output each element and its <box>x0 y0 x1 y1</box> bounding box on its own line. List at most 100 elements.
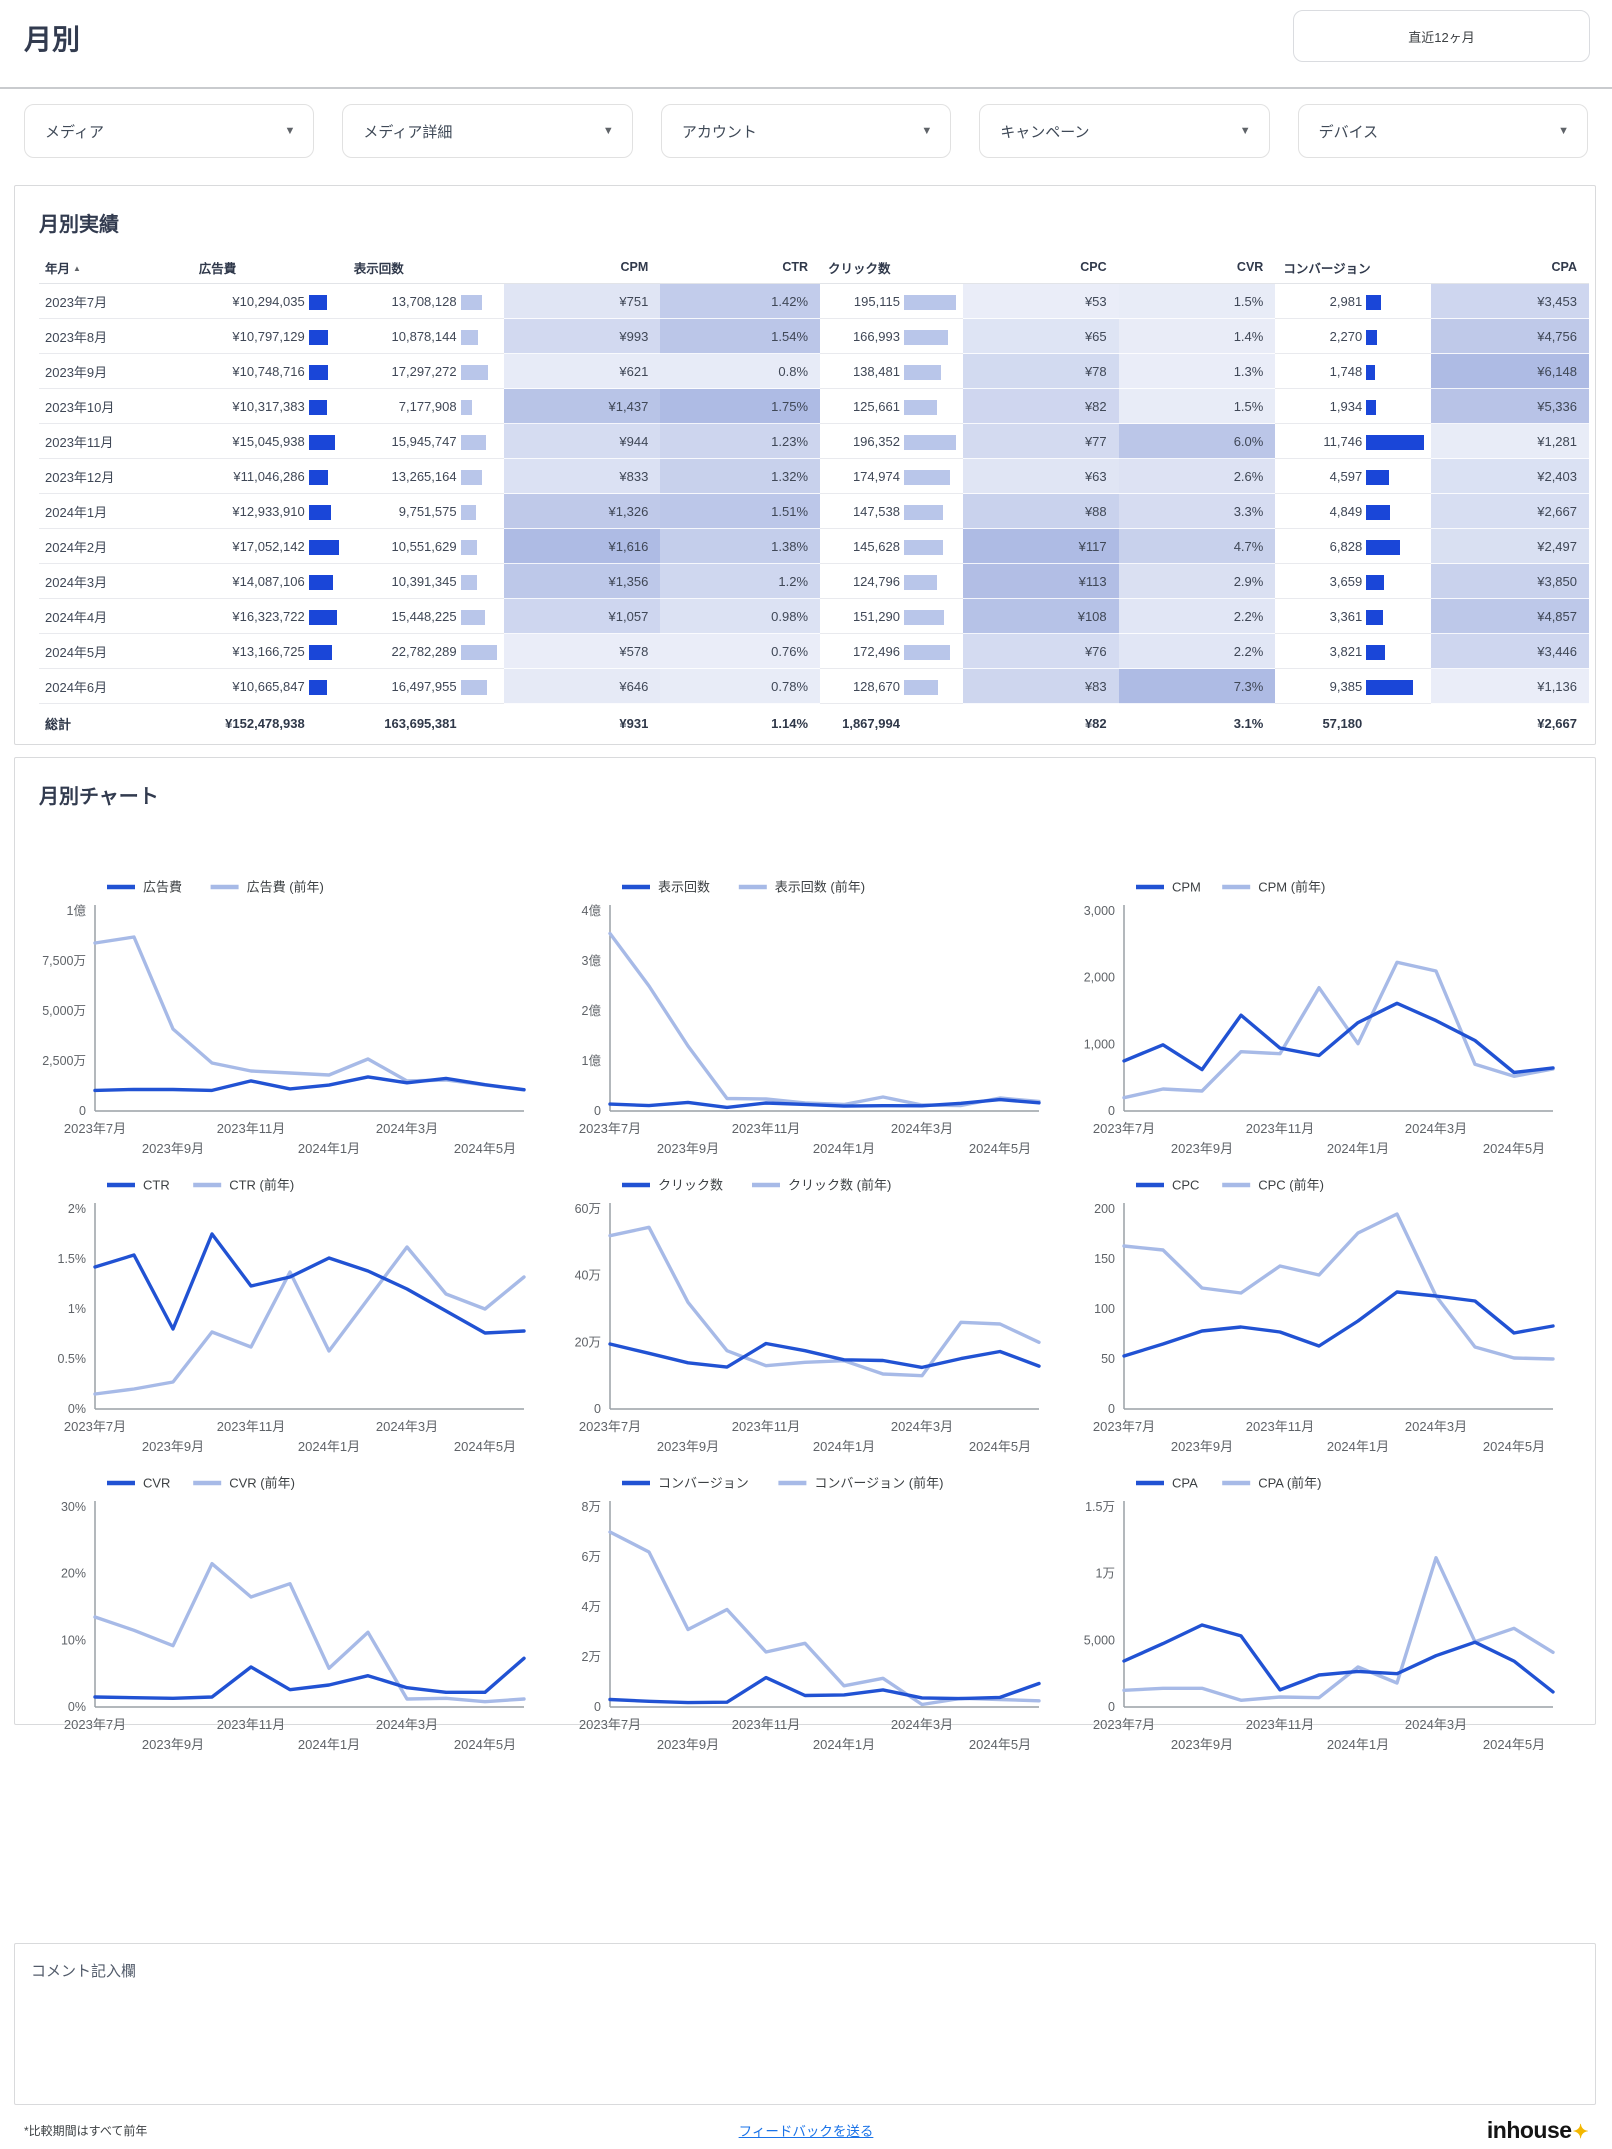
column-header-表示回数[interactable]: 表示回数 <box>345 251 504 284</box>
y-tick-label: 1万 <box>1096 1567 1115 1581</box>
data-bar <box>1366 644 1386 660</box>
table-total-row: 総計 ¥152,478,938 163,695,381 ¥931 1.14% 1,867,… <box>39 703 1589 742</box>
cell-value: 125,661 <box>852 398 900 414</box>
x-tick-label: 2024年1月 <box>813 1141 875 1156</box>
table-cell: ¥1,356 <box>503 563 661 599</box>
column-header-CTR[interactable]: CTR <box>660 251 821 284</box>
chart-ctr: CTR CTR (前年) 0% 0.5% 1% 1.5% 2% 2023年7月 2023年9月 2… <box>33 1165 548 1461</box>
y-tick-label: 40万 <box>574 1269 600 1283</box>
chart-svg-ad-cost: 広告費 広告費 (前年) 0 2,500万 5,000万 7,500万 1億 2023年7月 2… <box>42 880 526 1156</box>
table-cell: 9,751,575 <box>345 493 504 529</box>
sort-asc-icon: ▲ <box>73 263 81 273</box>
table-row: 2023年9月 ¥10,748,716 17,297,272 ¥621 0.8% 138,… <box>39 353 1589 389</box>
legend-label: CPC <box>1172 1178 1199 1193</box>
series-line-previous <box>93 935 526 1092</box>
data-bar-track <box>903 644 962 660</box>
y-tick-label: 5,000万 <box>42 1004 86 1018</box>
logo-text: inhouse <box>1486 2116 1572 2143</box>
inhouse-logo: inhouse✦ <box>1067 2116 1589 2144</box>
table-cell: ¥4,857 <box>1431 598 1589 634</box>
cell-value: 15,945,747 <box>391 433 457 449</box>
table-cell: 11,746 <box>1275 423 1432 459</box>
table-cell: 3,821 <box>1275 633 1432 669</box>
legend-label: クリック数 <box>658 1178 723 1193</box>
data-bar-track <box>1366 364 1430 380</box>
send-feedback-link[interactable]: フィードバックを送る <box>738 2124 874 2139</box>
filter-dropdown-3[interactable]: アカウント ▼ <box>660 104 952 158</box>
date-range-button[interactable]: 直近12ヶ月 <box>1293 10 1590 62</box>
x-tick-label: 2024年5月 <box>1483 1141 1545 1156</box>
table-cell: 15,945,747 <box>345 423 504 459</box>
filter-dropdown-1[interactable]: メディア ▼ <box>24 104 315 158</box>
x-tick-label: 2024年3月 <box>376 1121 438 1136</box>
data-bar-track <box>308 539 345 555</box>
data-bar-track <box>460 679 503 695</box>
column-header-CPM[interactable]: CPM <box>503 251 661 284</box>
x-tick-label: 2024年1月 <box>1327 1439 1389 1454</box>
legend-label: コンバージョン <box>658 1476 749 1491</box>
series-line-previous <box>93 1561 526 1704</box>
table-cell: ¥578 <box>503 633 661 669</box>
series-line-current <box>1122 1623 1556 1694</box>
legend-label: CPA <box>1172 1476 1198 1491</box>
data-bar <box>308 294 327 310</box>
table-cell: 1.4% <box>1118 318 1276 354</box>
legend-label: CTR <box>143 1178 170 1193</box>
table-cell: ¥751 <box>503 283 661 319</box>
filter-dropdown-2[interactable]: メディア詳細 ▼ <box>342 104 633 158</box>
legend-label: 広告費 (前年) <box>247 880 324 895</box>
column-header-CVR[interactable]: CVR <box>1118 251 1276 284</box>
table-cell: 125,661 <box>820 388 963 424</box>
data-bar-track <box>460 434 503 450</box>
data-bar <box>460 679 487 695</box>
table-cell: ¥2,497 <box>1431 528 1589 564</box>
series-line-current <box>93 1656 526 1701</box>
table-cell: 1,748 <box>1275 353 1432 389</box>
data-bar <box>460 539 478 555</box>
cell-value: 138,481 <box>852 363 900 379</box>
column-header-広告費[interactable]: 広告費 <box>190 251 346 284</box>
cell-value: 15,448,225 <box>391 608 457 624</box>
data-bar-track <box>1366 504 1430 520</box>
table-cell: 0.76% <box>660 633 821 669</box>
chart-conversions: コンバージョン コンバージョン (前年) 0 2万 4万 6万 8万 2023年7月 2023年… <box>548 1463 1063 1759</box>
column-header-年月[interactable]: 年月 ▲ <box>39 251 191 284</box>
data-bar <box>308 329 328 345</box>
table-row: 2024年6月 ¥10,665,847 16,497,955 ¥646 0.78% 128… <box>39 668 1589 704</box>
y-tick-label: 1億 <box>581 1054 601 1068</box>
data-bar <box>308 679 328 695</box>
data-bar-track <box>460 574 503 590</box>
data-bar-track <box>1366 574 1430 590</box>
table-header-row: 年月 ▲ 広告費 表示回数 CPM CTR クリック数 CPC CVR コンバージョン CPA <box>39 251 1589 284</box>
table-title: 月別実績 <box>39 214 119 236</box>
data-bar-track <box>460 539 503 555</box>
legend-label: CTR (前年) <box>229 1178 294 1193</box>
y-tick-label: 3,000 <box>1084 904 1115 918</box>
data-bar <box>460 504 476 520</box>
data-bar <box>308 469 329 485</box>
data-bar-track <box>308 434 345 450</box>
data-bar <box>308 574 334 590</box>
y-tick-label: 0 <box>1108 1104 1115 1118</box>
y-tick-label: 20% <box>61 1567 86 1581</box>
table-cell: 2.2% <box>1118 633 1276 669</box>
column-header-CPA[interactable]: CPA <box>1431 251 1589 284</box>
filter-dropdown-4[interactable]: キャンペーン ▼ <box>979 104 1270 158</box>
y-tick-label: 2,500万 <box>42 1054 86 1068</box>
cell-value: 1,867,994 <box>842 715 900 731</box>
table-cell: 172,496 <box>820 633 963 669</box>
column-header-クリック数[interactable]: クリック数 <box>820 251 963 284</box>
data-bar <box>1366 434 1425 450</box>
filter-dropdown-5[interactable]: デバイス ▼ <box>1297 104 1589 158</box>
table-cell: ¥621 <box>503 353 661 389</box>
table-cell: 4.7% <box>1118 528 1276 564</box>
column-header-コンバージョン[interactable]: コンバージョン <box>1275 251 1432 284</box>
x-tick-label: 2024年3月 <box>376 1419 438 1434</box>
legend-label: CVR (前年) <box>229 1476 295 1491</box>
comment-box[interactable]: コメント記入欄 <box>14 1943 1596 2105</box>
table-cell: ¥3,446 <box>1431 633 1589 669</box>
y-tick-label: 5,000 <box>1084 1633 1115 1647</box>
table-cell: 1.2% <box>660 563 821 599</box>
data-bar-track <box>1366 469 1430 485</box>
column-header-CPC[interactable]: CPC <box>962 251 1119 284</box>
